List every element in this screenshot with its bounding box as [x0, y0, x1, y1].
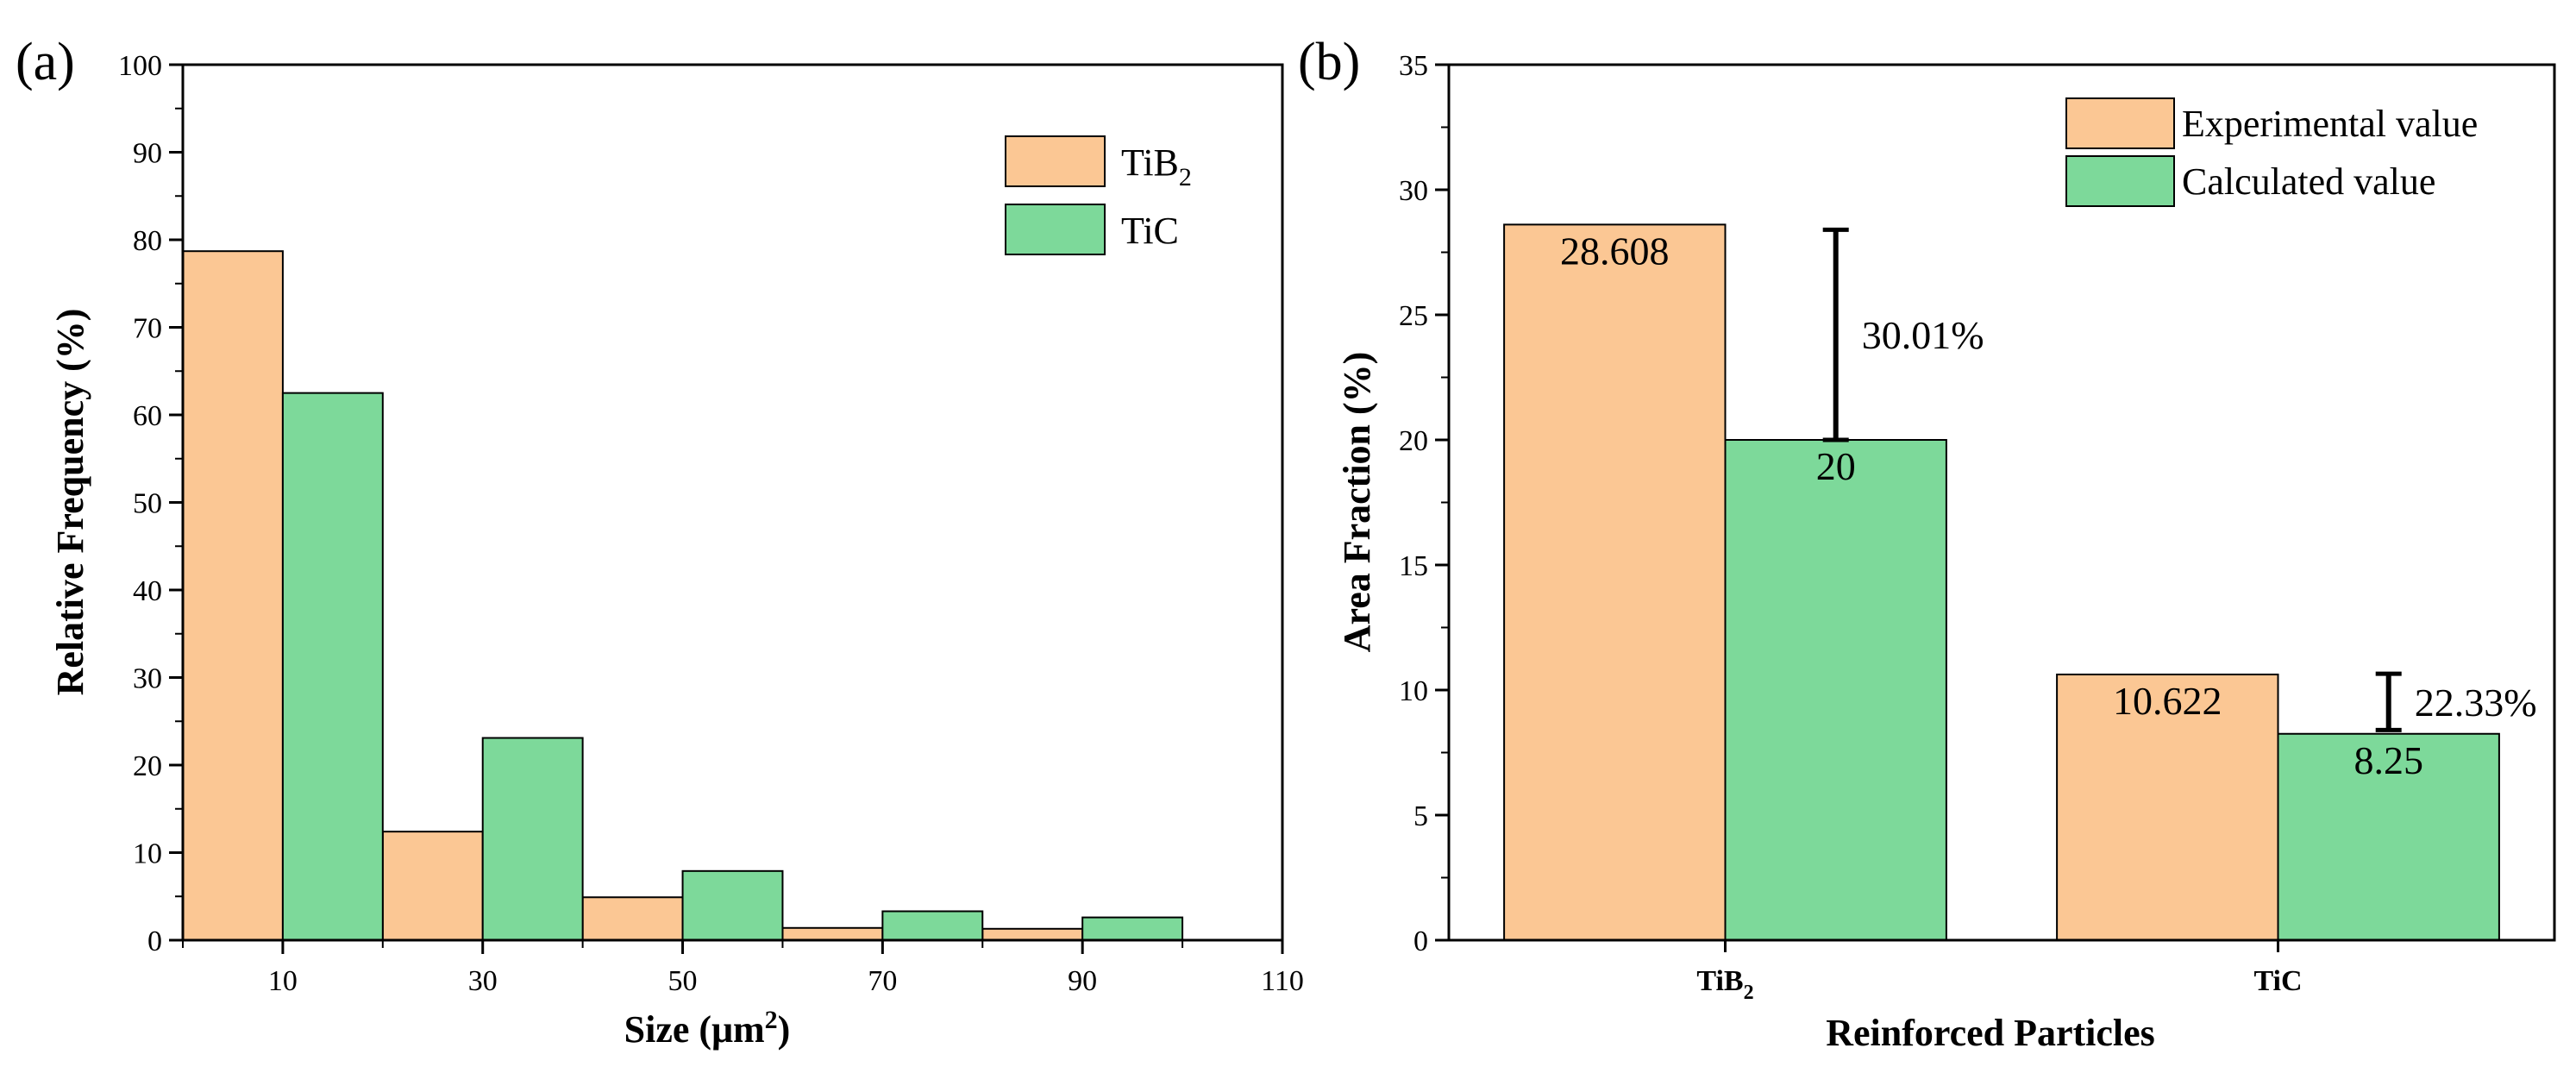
y-tick-label: 30	[1399, 175, 1428, 207]
panel-a-y-axis-title: Relative Frequency (%)	[49, 309, 91, 696]
panel-a-y-ticks: 0 10 20 30 40 50 60 70 80 90 100	[118, 50, 183, 957]
panel-a-bars	[182, 250, 1184, 942]
legend-swatch-tic	[1005, 204, 1106, 255]
y-tick-label: 20	[1399, 425, 1428, 457]
x-tick-label: 70	[868, 965, 897, 997]
x-tick-label: 10	[268, 965, 298, 997]
error-bar-label: 22.33%	[2415, 681, 2537, 725]
legend-label-experimental: Experimental value	[2182, 103, 2478, 145]
panel-b-label: (b)	[1298, 33, 1360, 91]
bar-tib2-bin-2	[581, 896, 684, 942]
y-tick-label: 10	[133, 838, 162, 870]
panel-b-error-bars: 30.01% 22.33%	[1822, 227, 2537, 732]
y-tick-label: 30	[133, 663, 162, 695]
y-tick-label: 80	[133, 225, 162, 257]
bar-calculated-value-tic	[2277, 732, 2500, 941]
x-tick-label-tic: TiC	[2253, 965, 2302, 997]
bar-tic-bin-0	[281, 392, 384, 941]
x-tick-label: 30	[468, 965, 498, 997]
panel-a-histogram: (a) 0 10 20 30 40 50 60 70 80 90 100 10 30 50 70 90 110…	[16, 33, 1304, 1051]
panel-a-legend: TiB2 TiC	[1005, 135, 1192, 255]
y-tick-label: 10	[1399, 675, 1428, 707]
bar-tic-bin-2	[681, 869, 784, 941]
y-tick-label: 100	[118, 50, 162, 82]
bar-tib2-bin-4	[981, 927, 1084, 942]
y-tick-label: 20	[133, 750, 162, 782]
bar-tib2-bin-3	[781, 926, 884, 942]
panel-b-x-ticks: TiB2 TiC	[1696, 940, 2303, 1004]
data-label-experimental-value-tib2: 28.608	[1560, 229, 1670, 273]
y-tick-label: 15	[1399, 550, 1428, 582]
y-tick-label: 70	[133, 313, 162, 345]
panel-b-x-axis-title: Reinforced Particles	[1826, 1012, 2155, 1054]
legend-swatch-tib2	[1005, 135, 1106, 187]
panel-b-legend: Experimental value Calculated value	[2065, 97, 2478, 207]
legend-label-tib2: TiB2	[1121, 141, 1192, 191]
legend-swatch-experimental	[2065, 97, 2175, 149]
y-tick-label: 25	[1399, 300, 1428, 332]
panel-a-label: (a)	[16, 33, 75, 91]
y-tick-label: 60	[133, 400, 162, 432]
x-tick-label: 50	[668, 965, 698, 997]
panel-b-bar-chart: (b) 28.608 20 10.622 8.25 30.01% 22.33% 0 5 10…	[1298, 33, 2556, 1054]
y-tick-label: 40	[133, 575, 162, 607]
panel-a-x-axis-title: Size (μm2)	[624, 1006, 791, 1051]
panel-b-y-ticks: 0 5 10 15 20 25 30 35	[1399, 50, 1449, 957]
panel-b-bars	[1503, 223, 2500, 942]
error-bar-label: 30.01%	[1862, 313, 1984, 357]
x-tick-label: 90	[1068, 965, 1097, 997]
bar-tib2-bin-0	[182, 250, 284, 941]
y-tick-label: 0	[147, 926, 162, 957]
data-label-calculated-value-tib2: 20	[1816, 444, 1856, 488]
panel-a-x-ticks: 10 30 50 70 90 110	[182, 940, 1304, 997]
y-tick-label: 50	[133, 488, 162, 520]
legend-swatch-calculated	[2065, 155, 2175, 207]
data-label-calculated-value-tic: 8.25	[2353, 738, 2423, 782]
bar-tic-bin-3	[881, 910, 984, 942]
y-tick-label: 35	[1399, 50, 1428, 82]
bar-tic-bin-4	[1081, 916, 1184, 941]
x-tick-label: 110	[1261, 965, 1304, 997]
bar-experimental-value-tib2	[1503, 223, 1727, 942]
panel-b-y-axis-title: Area Fraction (%)	[1336, 352, 1378, 653]
panel-b-data-labels: 28.608 20 10.622 8.25	[1560, 229, 2423, 781]
y-tick-label: 5	[1413, 800, 1428, 832]
bar-tic-bin-1	[481, 737, 584, 941]
y-tick-label: 0	[1413, 926, 1428, 957]
legend-label-tic: TiC	[1121, 210, 1179, 252]
x-tick-label-tib2: TiB2	[1696, 965, 1753, 1004]
bar-tib2-bin-1	[381, 831, 484, 942]
bar-calculated-value-tib2	[1724, 439, 1947, 941]
data-label-experimental-value-tic: 10.622	[2113, 679, 2222, 723]
legend-label-calculated: Calculated value	[2182, 160, 2435, 203]
y-tick-label: 90	[133, 138, 162, 170]
